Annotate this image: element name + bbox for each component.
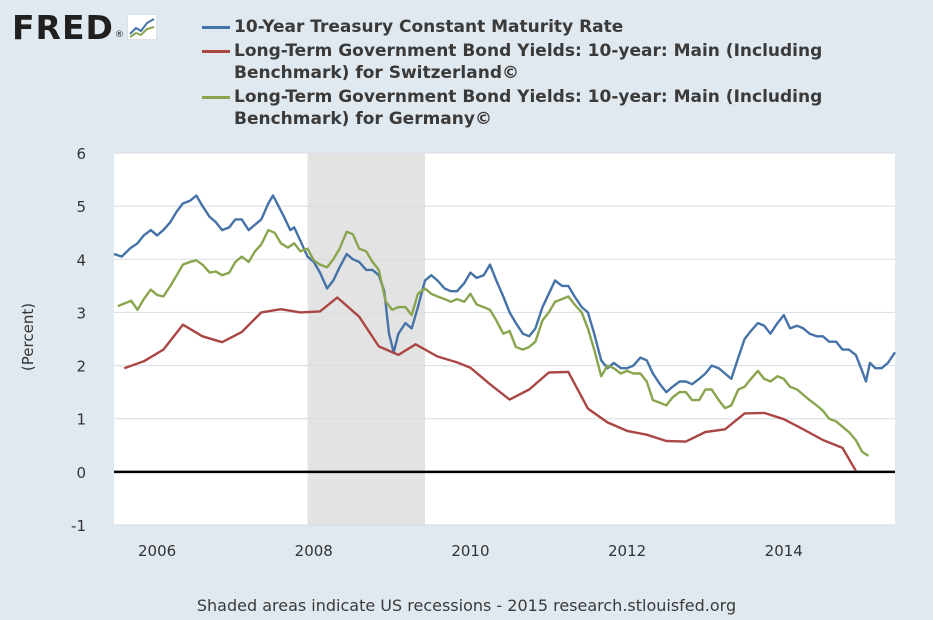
legend-swatch xyxy=(202,96,230,99)
legend-swatch xyxy=(202,50,230,53)
legend-label: Long-Term Government Bond Yields: 10-yea… xyxy=(234,41,823,83)
x-tick-label: 2010 xyxy=(451,542,489,560)
series-line-1 xyxy=(113,194,896,394)
legend-item-3: Long-Term Government Bond Yields: 10-yea… xyxy=(202,86,902,130)
plot-area xyxy=(114,153,895,525)
chart-legend: 10-Year Treasury Constant Maturity Rate L… xyxy=(202,16,902,132)
recession-band-0 xyxy=(307,153,425,525)
y-tick-label: 2 xyxy=(76,358,86,376)
y-tick-label: 4 xyxy=(76,251,86,269)
y-tick-label: 0 xyxy=(76,464,86,482)
chart-trend-icon xyxy=(126,14,157,40)
legend-item-1: 10-Year Treasury Constant Maturity Rate xyxy=(202,16,902,38)
y-axis-label: (Percent) xyxy=(19,303,37,371)
legend-item-2: Long-Term Government Bond Yields: 10-yea… xyxy=(202,40,902,84)
footer-note: Shaded areas indicate US recessions - 20… xyxy=(196,596,737,615)
series-line-2 xyxy=(123,296,857,472)
x-tick-label: 2014 xyxy=(765,542,803,560)
y-tick-label: 6 xyxy=(76,145,86,163)
x-tick-label: 2012 xyxy=(608,542,646,560)
y-tick-label: 5 xyxy=(76,198,86,216)
logo-registered-mark: ® xyxy=(114,30,124,40)
y-tick-label: 3 xyxy=(76,304,86,322)
legend-swatch xyxy=(202,26,230,29)
y-tick-label: -1 xyxy=(71,517,86,535)
legend-label: 10-Year Treasury Constant Maturity Rate xyxy=(234,17,624,37)
legend-label: Long-Term Government Bond Yields: 10-yea… xyxy=(234,87,823,129)
x-tick-label: 2006 xyxy=(138,542,176,560)
y-tick-label: 1 xyxy=(76,411,86,429)
series-line-3 xyxy=(117,228,870,457)
x-tick-label: 2008 xyxy=(295,542,333,560)
logo-text: FRED xyxy=(12,8,114,47)
fred-logo: FRED ® xyxy=(12,8,157,48)
